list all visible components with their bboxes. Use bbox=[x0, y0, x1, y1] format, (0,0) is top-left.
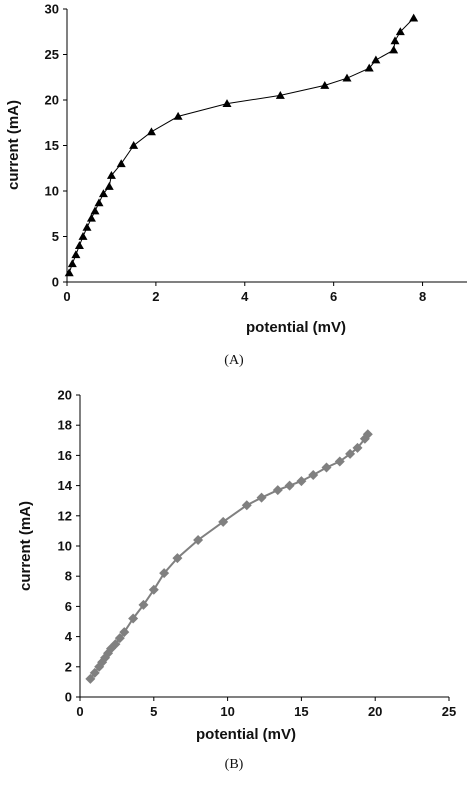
chart-b-x-axis-title: potential (mV) bbox=[196, 726, 296, 743]
chart-a-y-tick-label: 0 bbox=[52, 275, 59, 290]
chart-a-x-tick-label: 4 bbox=[241, 289, 249, 304]
chart-a-data-point bbox=[222, 99, 232, 108]
chart-a-data-point bbox=[129, 141, 139, 149]
chart-b-data-point bbox=[193, 534, 204, 545]
chart-a-data-point bbox=[90, 206, 100, 215]
chart-a-data-point bbox=[82, 222, 92, 231]
chart-b-data-point bbox=[159, 568, 170, 579]
chart-a-y-tick-label: 10 bbox=[45, 184, 59, 199]
chart-b-y-tick-label: 6 bbox=[65, 599, 72, 614]
chart-a-x-tick-label: 8 bbox=[419, 289, 426, 304]
chart-a: current (mA) potential (mV) (A) 05101520… bbox=[5, 2, 467, 368]
chart-b-x-tick-label: 5 bbox=[150, 704, 157, 719]
chart-b-data-point bbox=[296, 476, 307, 487]
chart-b-data-point bbox=[321, 462, 332, 473]
chart-b-x-tick-label: 10 bbox=[220, 704, 234, 719]
chart-a-data-point bbox=[371, 55, 381, 64]
chart-b-data-point bbox=[119, 627, 130, 638]
chart-b-x-tick-label: 0 bbox=[76, 704, 83, 719]
chart-a-data-point bbox=[173, 111, 183, 120]
chart-a-data-point bbox=[67, 259, 77, 268]
chart-b-data-point bbox=[218, 516, 229, 527]
chart-b-y-axis-title: current (mA) bbox=[17, 501, 34, 591]
chart-b-y-tick-label: 8 bbox=[65, 569, 72, 584]
chart-a-x-tick-label: 0 bbox=[63, 289, 70, 304]
chart-b-y-tick-label: 0 bbox=[65, 690, 72, 705]
chart-b-x-tick-label: 25 bbox=[442, 704, 456, 719]
chart-b-y-tick-label: 14 bbox=[58, 478, 73, 493]
chart-b-data-point bbox=[241, 500, 252, 511]
chart-a-data-point bbox=[409, 13, 419, 22]
chart-b-x-tick-label: 15 bbox=[294, 704, 308, 719]
chart-a-y-tick-label: 5 bbox=[52, 229, 59, 244]
chart-a-data-point bbox=[64, 268, 74, 277]
chart-b-data-point bbox=[128, 613, 139, 624]
chart-a-data-point bbox=[106, 171, 116, 179]
chart-b-data-point bbox=[362, 429, 373, 440]
chart-b-caption: (B) bbox=[225, 757, 244, 772]
chart-b-y-tick-label: 20 bbox=[58, 388, 72, 403]
chart-b-data-point bbox=[172, 553, 183, 564]
chart-a-x-tick-label: 2 bbox=[152, 289, 159, 304]
chart-b: current (mA) potential (mV) (B) 0 2 4 6 8 10 1… bbox=[17, 388, 456, 773]
chart-b-data-point bbox=[352, 442, 363, 453]
chart-a-caption: (A) bbox=[224, 353, 244, 368]
chart-a-y-tick-label: 15 bbox=[45, 138, 59, 153]
chart-a-data-point bbox=[342, 73, 352, 82]
chart-a-x-axis-title: potential (mV) bbox=[246, 319, 346, 336]
chart-a-data-point bbox=[78, 232, 88, 240]
chart-a-data-point bbox=[275, 90, 285, 99]
chart-b-data-point bbox=[110, 639, 121, 650]
chart-a-y-axis-title: current (mA) bbox=[5, 100, 22, 190]
chart-b-data-point bbox=[256, 492, 267, 503]
chart-a-data-point bbox=[116, 159, 126, 168]
chart-a-y-tick-label: 30 bbox=[45, 2, 59, 17]
chart-a-data-point bbox=[94, 198, 104, 207]
chart-b-y-tick-label: 2 bbox=[65, 659, 72, 674]
chart-a-x-tick-label: 6 bbox=[330, 289, 337, 304]
chart-b-data-point bbox=[308, 470, 319, 481]
chart-a-data-point bbox=[86, 213, 96, 222]
chart-b-y-tick-label: 10 bbox=[58, 539, 72, 554]
chart-b-data-point bbox=[89, 667, 100, 678]
chart-a-y-tick-label: 20 bbox=[45, 93, 59, 108]
chart-a-data-point bbox=[395, 27, 405, 36]
chart-b-data-point bbox=[85, 673, 96, 684]
chart-a-series-line bbox=[68, 17, 415, 274]
chart-a-data-point bbox=[104, 181, 114, 190]
chart-b-x-tick-label: 20 bbox=[368, 704, 382, 719]
chart-b-y-tick-label: 12 bbox=[58, 508, 72, 523]
chart-b-y-tick-label: 4 bbox=[65, 629, 73, 644]
chart-b-data-point bbox=[148, 584, 159, 595]
chart-a-data-point bbox=[74, 241, 84, 249]
chart-b-y-tick-label: 16 bbox=[58, 448, 72, 463]
chart-a-data-point bbox=[146, 127, 156, 136]
chart-b-data-point bbox=[272, 485, 283, 496]
chart-a-data-point bbox=[389, 45, 399, 54]
chart-b-data-point bbox=[138, 599, 149, 610]
chart-b-data-point bbox=[334, 456, 345, 467]
chart-b-data-point bbox=[345, 448, 356, 459]
chart-a-data-point bbox=[71, 250, 81, 259]
chart-a-data-point bbox=[320, 80, 330, 89]
chart-a-data-point bbox=[98, 189, 108, 198]
chart-b-data-point bbox=[284, 480, 295, 491]
chart-a-data-point bbox=[364, 63, 374, 72]
chart-b-y-tick-label: 18 bbox=[58, 418, 72, 433]
chart-a-y-tick-label: 25 bbox=[45, 47, 59, 62]
chart-a-data-point bbox=[390, 36, 400, 45]
chart-b-data-point bbox=[114, 633, 125, 644]
